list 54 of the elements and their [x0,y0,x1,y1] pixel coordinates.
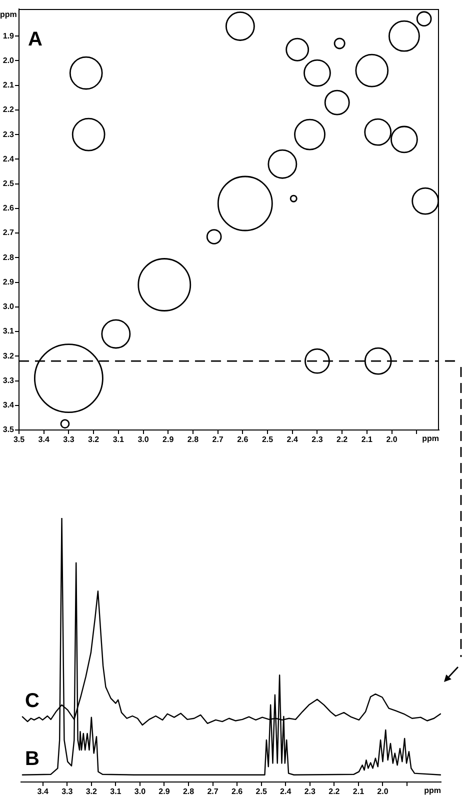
y-tick-label: 2.8 [2,252,15,262]
x-tick-label: 2.0 [386,435,398,444]
x-tick-label: 3.2 [88,435,100,444]
x-tick-label: 2.4 [286,435,298,444]
y-axis-title: ppm [0,10,17,20]
y-tick-label: 2.2 [2,105,15,114]
x-tick-label: 2.1 [352,787,365,795]
x-tick-label: 2.3 [304,787,316,795]
x-tick-label: 3.3 [63,435,75,444]
x-tick-label: 2.2 [328,787,340,795]
x-tick-label: 3.3 [62,787,74,795]
x-tick-label: 3.4 [38,435,50,444]
x-tick-label: 2.7 [212,435,224,444]
y-tick-label: 3.4 [2,400,15,410]
x-tick-label: 3.0 [134,787,146,795]
x-tick-label: 2.7 [207,787,219,795]
x-tick-label: 2.9 [162,435,174,444]
x-tick-label: 3.5 [13,435,26,444]
x-tick-label: 3.1 [110,787,122,795]
x-tick-label: 3.0 [138,435,150,444]
y-tick-label: 3.2 [2,351,15,360]
y-tick-label: 2.5 [2,179,15,188]
x-tick-label: 3.4 [37,787,49,795]
series-label: C [25,690,40,712]
y-tick-label: 2.3 [2,130,15,139]
x-tick-label: 2.2 [336,435,348,444]
x-tick-label: 2.0 [377,787,389,795]
y-tick-label: 3.3 [2,376,15,385]
x-tick-label: 2.6 [237,435,249,444]
y-tick-label: 2.6 [2,204,15,213]
y-tick-label: 2.7 [2,228,15,238]
y-tick-label: 2.1 [2,80,15,90]
x-tick-label: 2.5 [256,787,268,795]
x-tick-label: 2.4 [280,787,292,795]
x-tick-label: 3.2 [86,787,98,795]
y-tick-label: 1.9 [2,31,15,40]
x-tick-label: 3.1 [112,435,125,444]
x-axis-title: ppm [424,786,441,795]
x-tick-label: 2.8 [182,787,195,795]
x-tick-label: 2.8 [187,435,200,444]
x-tick-label: 2.9 [158,787,170,795]
x-axis-title: ppm [422,434,439,444]
y-tick-label: 2.4 [2,154,15,164]
annotation: A [28,28,42,51]
series-label: B [25,748,40,770]
x-tick-label: 2.5 [262,435,274,444]
y-tick-label: 3.1 [2,326,15,336]
y-tick-label: 2.9 [2,277,15,286]
x-tick-label: 2.1 [361,435,374,444]
y-tick-label: 2.0 [2,56,15,65]
y-tick-label: 3.5 [2,425,15,434]
x-tick-label: 2.3 [312,435,324,444]
y-tick-label: 3.0 [2,302,15,312]
x-tick-label: 2.6 [232,787,244,795]
